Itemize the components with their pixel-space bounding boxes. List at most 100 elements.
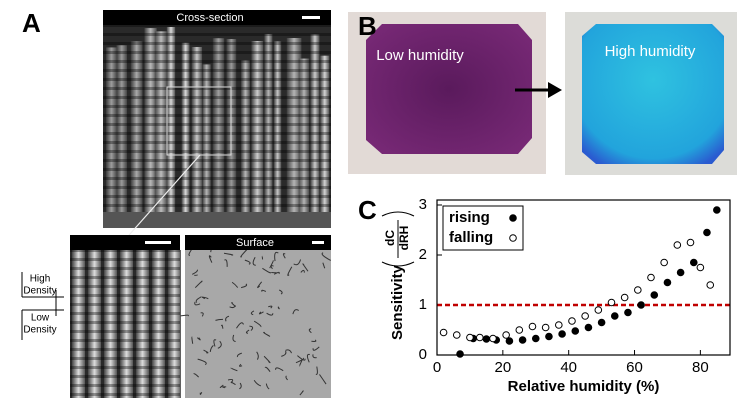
sem-crack [219,384,224,389]
legend-label: rising [449,209,490,226]
sem-crack [282,253,286,259]
data-point [475,333,484,342]
wafer-photo [582,24,724,164]
sem-crack [278,289,283,295]
chart: 0 20 40 60 80 0 1 2 3 Relative humidity (%) Sensit… [381,196,731,395]
data-point [584,323,593,332]
sem-surface [180,235,331,398]
data-point [489,334,497,343]
data-point [650,291,659,299]
sem-crack [232,334,236,343]
panel-label: C [358,195,377,225]
data-point [555,321,563,329]
sem-crack [262,267,271,274]
sem-crack [244,259,251,265]
image-header [185,235,331,250]
data-point [568,317,576,325]
data-point [706,281,715,289]
scale-bar [302,16,320,19]
photo-caption: Low humidity [376,47,464,64]
wafer-photo [366,24,532,154]
sem-crack [230,367,238,372]
x-axis-label: Relative humidity (%) [508,378,660,395]
sem-zoom [70,235,181,398]
sem-crack [266,312,274,316]
sem-crack [285,349,293,354]
density-label: Density [23,325,56,336]
sem-crack [311,339,317,342]
sem-crack [253,320,262,328]
sem-crack [236,352,242,358]
sem-crack [245,329,250,334]
arrow-head [548,82,562,98]
sem-crack [239,382,242,390]
sem-crack [264,366,271,373]
data-point [502,331,510,339]
sem-crack [199,391,203,395]
sem-crack [287,266,293,276]
sem-banding [70,250,180,398]
fraction-paren [381,211,415,267]
data-point [637,301,645,309]
sem-crack [265,383,270,390]
sem-crack [319,374,327,385]
x-tick-label: 60 [626,359,643,376]
sem-crack [229,305,236,309]
data-point [594,306,603,314]
sem-crack [180,314,189,317]
y-label-denominator: dRH [397,226,411,251]
sem-crack [321,252,331,261]
plot-frame [436,199,731,356]
image-header [70,235,180,250]
data-point [713,206,721,214]
sem-crack [194,280,203,289]
y-label-numerator: dC [383,230,397,246]
sem-cross-section [103,10,331,228]
sem-crack [308,328,312,334]
data-point [624,308,632,317]
legend-box [442,205,524,251]
y-axis-label: Sensitivity [389,264,406,340]
sem-crack [274,251,279,262]
sem-crack [285,375,288,381]
x-tick-label: 0 [433,359,441,376]
sem-crack [300,269,305,273]
sem-crack [263,331,271,337]
data-point [581,312,589,320]
sem-crack [302,263,309,272]
data-point [689,258,698,267]
data-point [673,241,682,249]
sem-crack [312,346,320,351]
x-tick-label: 40 [560,359,577,376]
data-point [660,258,668,267]
data-point [686,238,695,247]
sem-crack [231,281,239,288]
sem-substrate [103,212,331,228]
image-header [103,10,331,25]
sem-crack [299,390,304,396]
data-point [515,326,524,334]
sem-crack [256,351,259,360]
sem-crack [221,324,224,329]
data-point [703,228,711,237]
y-tick-label: 2 [419,246,427,263]
data-point [620,293,629,302]
sem-crack [250,310,255,316]
sem-crack [222,386,227,389]
y-tick-label: 3 [419,196,427,213]
sem-crack [191,336,194,344]
scale-bar [312,241,324,244]
sem-crack [227,378,234,384]
density-bracket [21,272,64,340]
sem-crack [306,353,310,363]
sem-crack [268,305,273,309]
sem-crack [257,281,263,289]
sem-crack [258,311,264,315]
sem-crack [209,345,214,352]
legend-marker [509,214,517,222]
sem-crack [197,358,207,366]
sem-crack [275,367,284,372]
sem-crack [196,337,201,341]
sem-crack [201,296,209,300]
zoom-box [166,86,232,156]
